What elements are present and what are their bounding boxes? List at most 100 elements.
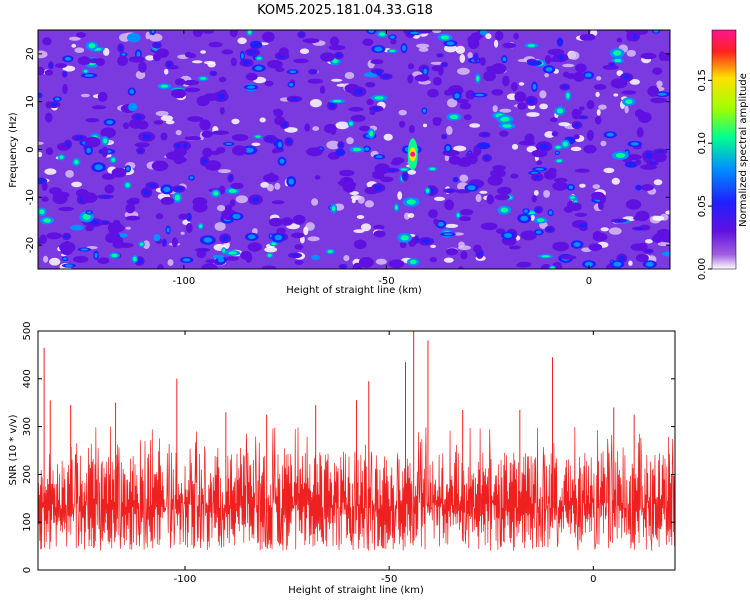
heatmap-blob-core	[377, 70, 381, 75]
heatmap-gap	[71, 181, 82, 188]
heatmap-gap	[539, 103, 548, 110]
heatmap-blob	[578, 106, 585, 111]
heatmap-peak	[410, 151, 416, 157]
heatmap-blob-core	[536, 218, 545, 222]
heatmap-blob	[156, 264, 164, 269]
heatmap-blob	[184, 87, 201, 93]
heatmap-blob	[58, 206, 75, 212]
heatmap-blob-core	[64, 234, 70, 239]
heatmap-blob	[76, 32, 86, 38]
heatmap-blob-core	[403, 173, 407, 180]
heatmap-blob	[95, 58, 106, 66]
heatmap-gap	[74, 47, 85, 53]
heatmap-blob-core	[614, 219, 624, 222]
heatmap-blob-core	[535, 168, 544, 171]
heatmap-gap	[149, 33, 163, 42]
heatmap-blob	[635, 159, 642, 166]
heatmap-blob	[171, 88, 187, 99]
heatmap-blob	[85, 224, 94, 232]
heatmap-blob-core	[163, 240, 166, 246]
heatmap-blob	[560, 255, 577, 260]
heatmap-blob-core	[154, 43, 160, 48]
heatmap-blob	[101, 146, 109, 158]
colorbar: 0.00 0.05 0.10 0.15 Normalized spectral amp…	[697, 29, 749, 280]
heatmap-gap	[191, 60, 203, 64]
heatmap-blob	[45, 147, 54, 155]
snr-y-axis-label: SNR (10 * v/v)	[8, 414, 19, 485]
heatmap-blob	[449, 155, 461, 165]
heatmap-blob	[486, 66, 494, 72]
heatmap-gap	[356, 215, 365, 219]
heatmap-blob	[637, 112, 652, 123]
heatmap-blob-core	[228, 251, 237, 255]
heatmap-gap	[543, 190, 550, 198]
heatmap-blob-core	[500, 116, 510, 122]
heatmap-blob	[202, 30, 214, 34]
heatmap-blob-core	[573, 242, 581, 247]
heatmap-blob	[224, 204, 233, 212]
heatmap-blob-core	[456, 213, 460, 218]
heatmap-gap	[135, 70, 146, 80]
heatmap-blob-core	[118, 45, 123, 51]
heatmap-gap	[433, 196, 446, 201]
heatmap-blob-core	[213, 191, 219, 196]
heatmap-blob	[192, 202, 208, 213]
heatmap-blob-core	[635, 227, 644, 230]
heatmap-gap	[608, 227, 622, 235]
heatmap-blob-core	[653, 30, 659, 33]
heatmap-blob-core	[241, 53, 244, 59]
heatmap-gap	[311, 198, 319, 206]
heatmap-blob	[552, 181, 568, 191]
heatmap-gap	[611, 177, 620, 185]
heatmap-blob-core	[138, 148, 144, 153]
heatmap-blob	[178, 157, 187, 163]
heatmap-blob-core	[574, 122, 580, 128]
heatmap-y-tick-label: -10	[25, 189, 36, 205]
heatmap-blob	[370, 59, 384, 65]
heatmap-blob	[380, 176, 394, 183]
heatmap-blob	[579, 34, 591, 41]
heatmap-blob	[513, 32, 519, 40]
heatmap-blob-core	[649, 161, 656, 165]
heatmap-blob-core	[536, 207, 542, 212]
heatmap-gap	[326, 140, 341, 150]
heatmap-gap	[613, 93, 619, 97]
heatmap-gap	[653, 179, 663, 186]
heatmap-blob	[196, 95, 210, 107]
heatmap-blob	[457, 99, 469, 104]
heatmap-gap	[145, 31, 150, 40]
heatmap-blob	[216, 147, 226, 154]
heatmap-gap	[357, 196, 365, 204]
heatmap-blob-core	[248, 50, 257, 55]
heatmap-blob	[97, 91, 108, 102]
heatmap-gap	[475, 194, 482, 203]
heatmap-blob	[399, 241, 407, 249]
colorbar-tick-label: 0.05	[697, 195, 708, 217]
heatmap-gap	[494, 39, 499, 48]
heatmap-gap	[346, 137, 354, 145]
heatmap-blob-core	[520, 215, 529, 221]
heatmap-blob-core	[101, 221, 108, 224]
heatmap-blob-core	[75, 136, 84, 140]
heatmap-blob-core	[228, 175, 233, 181]
heatmap-gap	[418, 47, 429, 52]
heatmap-gap	[600, 140, 607, 147]
heatmap-blob	[650, 97, 667, 104]
heatmap-blob	[294, 259, 304, 265]
heatmap-blob	[652, 67, 663, 75]
snr-frame	[37, 330, 676, 571]
heatmap-blob-core	[376, 155, 383, 159]
heatmap-blob-core	[63, 72, 67, 77]
heatmap-gap	[155, 110, 169, 117]
heatmap-blob	[291, 232, 305, 239]
heatmap-blob-core	[50, 102, 58, 107]
heatmap-gap	[517, 58, 529, 63]
heatmap-gap	[407, 169, 417, 175]
heatmap-blob	[263, 173, 279, 183]
heatmap-blob	[101, 173, 116, 180]
heatmap-gap	[444, 154, 450, 162]
heatmap-blob	[155, 213, 164, 220]
heatmap-blob	[137, 120, 149, 130]
heatmap-gap	[539, 90, 547, 99]
heatmap-blob	[201, 130, 213, 138]
